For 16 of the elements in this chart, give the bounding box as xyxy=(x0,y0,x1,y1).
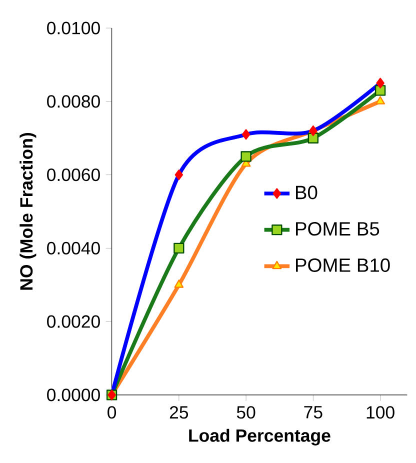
legend-label: POME B10 xyxy=(296,258,390,272)
x-axis-title: Load Percentage xyxy=(189,428,330,446)
legend-label: POME B5 xyxy=(296,222,380,236)
y-tick-label: 0.0080 xyxy=(47,95,100,108)
x-tick-label: 25 xyxy=(170,406,188,419)
x-tick-label: 0 xyxy=(108,406,116,419)
y-tick-label: 0.0060 xyxy=(47,168,100,182)
y-tick-label: 0.0100 xyxy=(47,22,100,34)
x-tick-label: 100 xyxy=(366,406,394,419)
y-axis-title: NO (Mole Fraction) xyxy=(20,133,36,290)
y-tick-label: 0.0000 xyxy=(47,388,100,402)
x-tick-label: 50 xyxy=(236,406,256,419)
y-tick-label: 0.0040 xyxy=(47,242,100,254)
x-tick-label: 75 xyxy=(304,406,322,418)
y-tick-label: 0.0020 xyxy=(47,315,100,328)
legend-label: B0 xyxy=(296,186,318,200)
